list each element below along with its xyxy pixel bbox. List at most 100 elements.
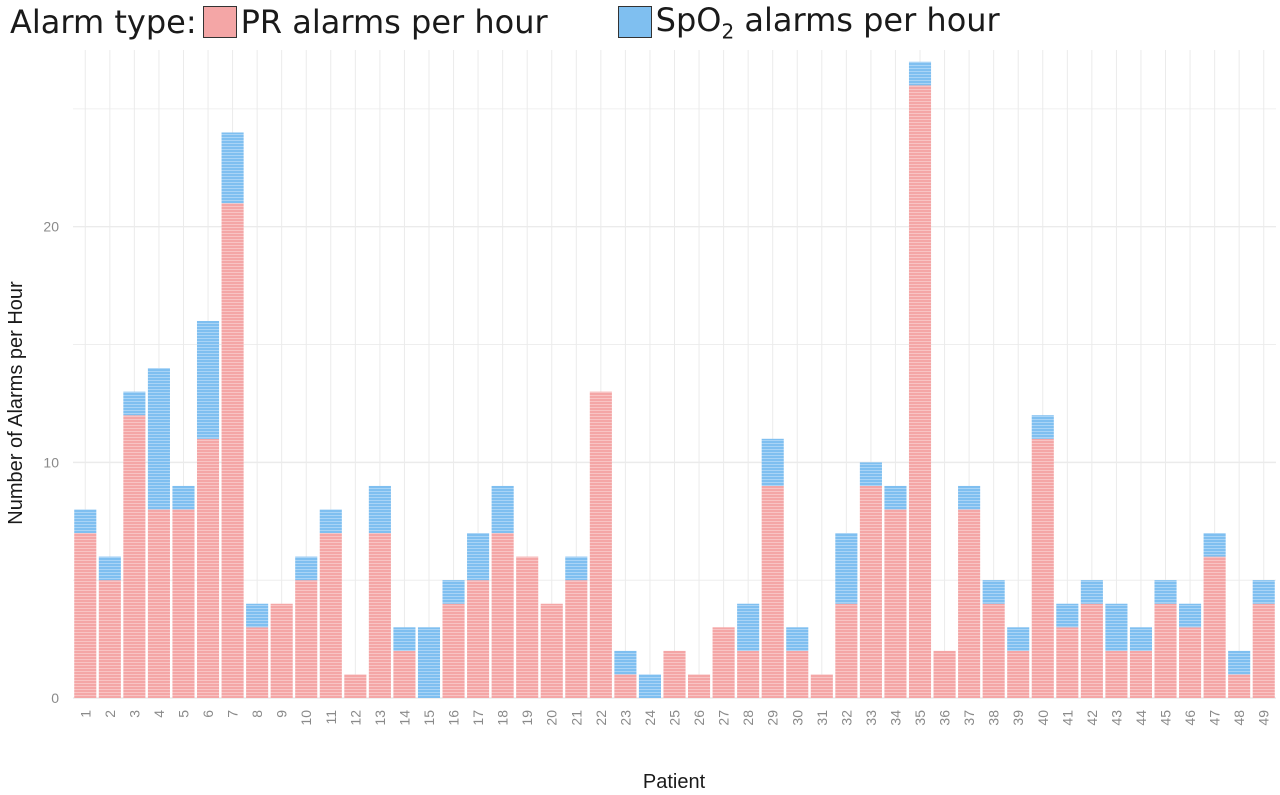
bar-pr-patient-16	[442, 603, 465, 698]
x-tick-label: 25	[667, 710, 683, 726]
x-tick-label: 20	[544, 710, 560, 726]
x-tick-label: 26	[691, 710, 707, 726]
x-tick-label: 35	[912, 710, 928, 726]
bar-spo2-patient-39	[1007, 627, 1030, 651]
bar-pr-patient-7	[221, 203, 244, 698]
x-tick-label: 4	[151, 710, 167, 718]
bar-spo2-patient-15	[417, 627, 441, 698]
x-tick-label: 36	[937, 710, 953, 726]
bar-spo2-patient-41	[1056, 603, 1079, 628]
bar-spo2-patient-2	[98, 556, 121, 581]
x-tick-label: 18	[495, 710, 511, 726]
x-tick-label: 14	[396, 710, 412, 726]
x-tick-label: 7	[225, 710, 241, 718]
x-tick-label: 40	[1035, 710, 1051, 726]
bar-pr-patient-22	[589, 391, 612, 698]
x-tick-label: 42	[1084, 710, 1100, 726]
bar-spo2-patient-33	[859, 462, 882, 486]
bar-pr-patient-38	[982, 603, 1005, 698]
bar-pr-patient-13	[368, 533, 391, 698]
bar-pr-patient-25	[663, 650, 686, 698]
y-tick-label: 10	[43, 454, 59, 470]
bar-pr-patient-34	[884, 509, 907, 698]
x-tick-label: 9	[274, 710, 290, 718]
x-tick-label: 22	[593, 710, 609, 726]
x-tick-label: 34	[887, 710, 903, 726]
bar-pr-patient-45	[1154, 603, 1177, 698]
legend-title: Alarm type:	[10, 3, 197, 41]
x-tick-label: 12	[347, 710, 363, 726]
bar-pr-patient-33	[859, 485, 882, 698]
x-tick-label: 8	[249, 710, 265, 718]
bar-pr-patient-23	[614, 674, 637, 698]
bar-spo2-patient-18	[491, 485, 514, 534]
bar-spo2-patient-11	[319, 509, 342, 534]
bar-pr-patient-48	[1228, 674, 1251, 698]
bar-spo2-patient-30	[786, 627, 809, 651]
x-tick-label: 15	[421, 710, 437, 726]
y-tick-label: 0	[51, 690, 59, 706]
x-tick-label: 38	[986, 710, 1002, 726]
x-tick-label: 10	[298, 710, 314, 726]
bar-pr-patient-10	[295, 580, 318, 698]
bar-pr-patient-47	[1203, 556, 1226, 698]
legend-label-pr: PR alarms per hour	[240, 3, 548, 41]
bar-spo2-patient-44	[1129, 627, 1153, 651]
bar-pr-patient-46	[1179, 627, 1202, 698]
y-axis-title: Number of Alarms per Hour	[5, 281, 27, 525]
bar-pr-patient-2	[98, 580, 121, 698]
x-tick-label: 1	[77, 710, 93, 718]
legend-item-pr: PR alarms per hour	[197, 3, 548, 41]
x-tick-labels: 1 2 3 4 5 6 7 8 9 10 11 12 13 14 15 16 17 18 19 20 21 22 23 24 2…	[77, 710, 1271, 726]
bar-pr-patient-6	[196, 438, 220, 698]
bar-spo2-patient-38	[982, 580, 1005, 604]
x-tick-label: 23	[617, 710, 633, 726]
bar-spo2-patient-35	[908, 61, 932, 86]
x-tick-label: 2	[102, 710, 118, 718]
bar-spo2-patient-48	[1228, 650, 1251, 675]
bar-pr-patient-41	[1056, 627, 1079, 698]
bar-spo2-patient-14	[393, 627, 416, 651]
bar-spo2-patient-49	[1252, 580, 1275, 604]
x-tick-label: 32	[838, 710, 854, 726]
bar-spo2-patient-21	[565, 556, 588, 581]
bar-spo2-patient-16	[442, 580, 465, 604]
x-tick-label: 16	[446, 710, 462, 726]
bar-pr-patient-8	[246, 627, 269, 698]
bar-spo2-patient-7	[221, 132, 244, 204]
x-tick-label: 3	[126, 710, 142, 718]
x-tick-label: 29	[765, 710, 781, 726]
bar-pr-patient-28	[737, 650, 760, 698]
bar-pr-patient-12	[344, 674, 367, 698]
bar-spo2-patient-23	[614, 650, 637, 675]
bar-pr-patient-9	[270, 603, 293, 698]
bar-spo2-patient-40	[1031, 415, 1054, 439]
bar-pr-patient-18	[491, 533, 514, 698]
x-tick-label: 41	[1059, 710, 1075, 726]
chart-legend: Alarm type: PR alarms per hour SpO2 alar…	[10, 0, 1000, 44]
bar-spo2-patient-4	[147, 368, 170, 510]
bar-spo2-patient-46	[1179, 603, 1202, 628]
bar-pr-patient-26	[688, 674, 711, 698]
bar-pr-patient-5	[172, 509, 195, 698]
legend-swatch-spo2	[617, 5, 652, 38]
bar-pr-patient-1	[74, 533, 97, 698]
x-tick-label: 33	[863, 710, 879, 726]
bar-spo2-patient-45	[1154, 580, 1177, 604]
bar-pr-patient-44	[1129, 650, 1153, 698]
bar-spo2-patient-42	[1080, 580, 1103, 604]
bar-pr-patient-43	[1105, 650, 1128, 698]
bar-spo2-patient-29	[761, 438, 784, 486]
bar-spo2-patient-5	[172, 485, 195, 510]
x-tick-label: 31	[814, 710, 830, 726]
bar-pr-patient-29	[761, 485, 784, 698]
x-tick-label: 48	[1231, 710, 1247, 726]
x-tick-label: 37	[961, 710, 977, 726]
bar-spo2-patient-28	[737, 603, 760, 651]
x-tick-label: 46	[1182, 710, 1198, 726]
x-tick-label: 21	[568, 710, 584, 726]
bar-pr-patient-3	[123, 415, 146, 698]
x-tick-label: 30	[789, 710, 805, 726]
bars-group	[74, 61, 1275, 698]
